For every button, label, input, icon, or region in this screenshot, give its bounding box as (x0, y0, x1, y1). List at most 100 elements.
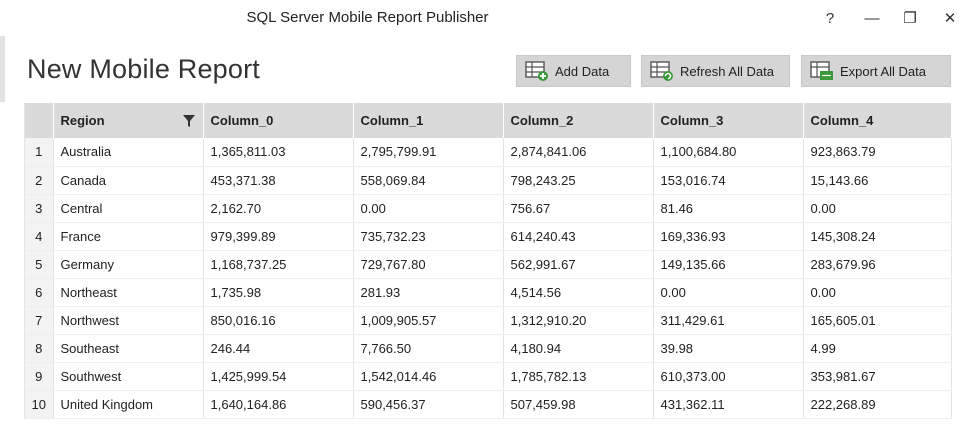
value-cell[interactable]: 7,766.50 (353, 334, 504, 363)
value-cell[interactable]: 979,399.89 (203, 222, 354, 251)
column-header-column-4[interactable]: Column_4 (803, 103, 952, 138)
value-cell[interactable]: 453,371.38 (203, 166, 354, 195)
add-data-label: Add Data (555, 63, 610, 79)
value-cell[interactable]: 281.93 (353, 278, 504, 307)
value-cell[interactable]: 729,767.80 (353, 250, 504, 279)
value-cell[interactable]: 81.46 (653, 194, 804, 223)
close-button[interactable]: ✕ (943, 10, 957, 27)
region-cell[interactable]: Southwest (53, 362, 204, 391)
value-cell[interactable]: 4.99 (803, 334, 952, 363)
row-number: 4 (25, 222, 54, 251)
value-cell[interactable]: 1,785,782.13 (503, 362, 654, 391)
value-cell[interactable]: 1,640,164.86 (203, 390, 354, 419)
value-cell[interactable]: 850,016.16 (203, 306, 354, 335)
data-grid: Region Column_0 Column_1 Column_2 Column… (24, 103, 952, 419)
table-row[interactable]: 9 Southwest 1,425,999.54 1,542,014.46 1,785,… (25, 362, 952, 391)
value-cell[interactable]: 735,732.23 (353, 222, 504, 251)
refresh-all-data-button[interactable]: Refresh All Data (641, 55, 790, 87)
help-button[interactable]: ? (825, 9, 835, 27)
table-row[interactable]: 10 United Kingdom 1,640,164.86 590,456.37 50… (25, 390, 952, 419)
table-row[interactable]: 8 Southeast 246.44 7,766.50 4,180.94 39.98 4.9… (25, 334, 952, 363)
add-data-button[interactable]: Add Data (516, 55, 631, 87)
region-cell[interactable]: United Kingdom (53, 390, 204, 419)
value-cell[interactable]: 15,143.66 (803, 166, 952, 195)
value-cell[interactable]: 222,268.89 (803, 390, 952, 419)
title-bar: SQL Server Mobile Report Publisher ? — ❐… (0, 0, 967, 36)
column-header-column-3[interactable]: Column_3 (653, 103, 804, 138)
region-cell[interactable]: Canada (53, 166, 204, 195)
value-cell[interactable]: 4,514.56 (503, 278, 654, 307)
column-header-column-2[interactable]: Column_2 (503, 103, 654, 138)
value-cell[interactable]: 0.00 (653, 278, 804, 307)
value-cell[interactable]: 1,100,684.80 (653, 138, 804, 167)
value-cell[interactable]: 558,069.84 (353, 166, 504, 195)
value-cell[interactable]: 246.44 (203, 334, 354, 363)
table-row[interactable]: 2 Canada 453,371.38 558,069.84 798,243.25 153… (25, 166, 952, 195)
left-scroll-edge (0, 36, 5, 102)
row-number: 9 (25, 362, 54, 391)
value-cell[interactable]: 0.00 (803, 278, 952, 307)
table-row[interactable]: 3 Central 2,162.70 0.00 756.67 81.46 0.00 (25, 194, 952, 223)
value-cell[interactable]: 165,605.01 (803, 306, 952, 335)
table-row[interactable]: 1 Australia 1,365,811.03 2,795,799.91 2,874,… (25, 138, 952, 167)
value-cell[interactable]: 1,312,910.20 (503, 306, 654, 335)
value-cell[interactable]: 614,240.43 (503, 222, 654, 251)
column-header-column-1[interactable]: Column_1 (353, 103, 504, 138)
value-cell[interactable]: 4,180.94 (503, 334, 654, 363)
value-cell[interactable]: 39.98 (653, 334, 804, 363)
table-row[interactable]: 5 Germany 1,168,737.25 729,767.80 562,991.67… (25, 250, 952, 279)
value-cell[interactable]: 431,362.11 (653, 390, 804, 419)
filter-icon[interactable] (182, 115, 195, 127)
page-title: New Mobile Report (27, 54, 260, 84)
export-all-data-label: Export All Data (840, 63, 926, 79)
add-data-icon (525, 60, 549, 82)
value-cell[interactable]: 1,365,811.03 (203, 138, 354, 167)
window-title: SQL Server Mobile Report Publisher (246, 9, 489, 26)
value-cell[interactable]: 0.00 (353, 194, 504, 223)
region-cell[interactable]: Central (53, 194, 204, 223)
value-cell[interactable]: 145,308.24 (803, 222, 952, 251)
table-row[interactable]: 7 Northwest 850,016.16 1,009,905.57 1,312,91… (25, 306, 952, 335)
value-cell[interactable]: 756.67 (503, 194, 654, 223)
value-cell[interactable]: 798,243.25 (503, 166, 654, 195)
value-cell[interactable]: 610,373.00 (653, 362, 804, 391)
value-cell[interactable]: 2,874,841.06 (503, 138, 654, 167)
value-cell[interactable]: 353,981.67 (803, 362, 952, 391)
restore-button[interactable]: ❐ (903, 10, 917, 27)
refresh-data-icon (650, 60, 674, 82)
region-cell[interactable]: Germany (53, 250, 204, 279)
row-number: 10 (25, 390, 54, 419)
value-cell[interactable]: 1,009,905.57 (353, 306, 504, 335)
value-cell[interactable]: 923,863.79 (803, 138, 952, 167)
row-number: 1 (25, 138, 54, 167)
value-cell[interactable]: 283,679.96 (803, 250, 952, 279)
value-cell[interactable]: 1,542,014.46 (353, 362, 504, 391)
value-cell[interactable]: 562,991.67 (503, 250, 654, 279)
region-cell[interactable]: Northeast (53, 278, 204, 307)
region-cell[interactable]: Australia (53, 138, 204, 167)
value-cell[interactable]: 1,425,999.54 (203, 362, 354, 391)
region-cell[interactable]: France (53, 222, 204, 251)
value-cell[interactable]: 311,429.61 (653, 306, 804, 335)
table-row[interactable]: 4 France 979,399.89 735,732.23 614,240.43 169… (25, 222, 952, 251)
table-row[interactable]: 6 Northeast 1,735.98 281.93 4,514.56 0.00 0.00 (25, 278, 952, 307)
value-cell[interactable]: 149,135.66 (653, 250, 804, 279)
row-number: 3 (25, 194, 54, 223)
export-all-data-button[interactable]: Export All Data (801, 55, 951, 87)
minimize-button[interactable]: — (864, 9, 880, 27)
value-cell[interactable]: 153,016.74 (653, 166, 804, 195)
value-cell[interactable]: 169,336.93 (653, 222, 804, 251)
value-cell[interactable]: 2,162.70 (203, 194, 354, 223)
value-cell[interactable]: 2,795,799.91 (353, 138, 504, 167)
row-number: 7 (25, 306, 54, 335)
value-cell[interactable]: 507,459.98 (503, 390, 654, 419)
region-cell[interactable]: Southeast (53, 334, 204, 363)
value-cell[interactable]: 1,735.98 (203, 278, 354, 307)
value-cell[interactable]: 1,168,737.25 (203, 250, 354, 279)
value-cell[interactable]: 590,456.37 (353, 390, 504, 419)
column-header-region[interactable]: Region (53, 103, 204, 138)
value-cell[interactable]: 0.00 (803, 194, 952, 223)
row-number: 2 (25, 166, 54, 195)
region-cell[interactable]: Northwest (53, 306, 204, 335)
column-header-column-0[interactable]: Column_0 (203, 103, 354, 138)
